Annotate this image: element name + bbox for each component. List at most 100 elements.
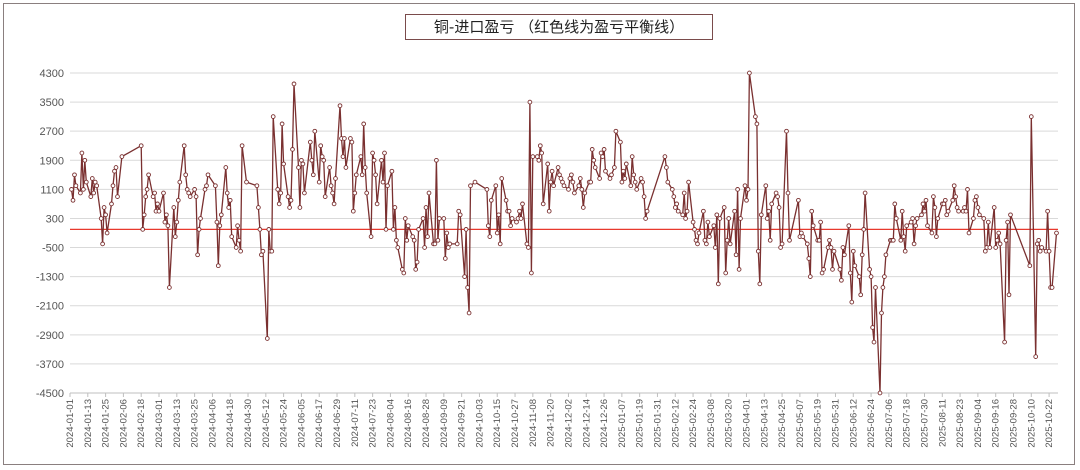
data-point <box>437 216 442 221</box>
data-point <box>101 205 107 210</box>
data-point <box>81 187 86 192</box>
data-point <box>78 190 83 196</box>
data-point <box>401 270 407 276</box>
data-point <box>506 208 512 214</box>
data-point <box>1039 245 1045 250</box>
x-tick-label: 2024-01-01 <box>65 399 76 448</box>
data-point <box>463 227 469 232</box>
data-point <box>683 216 688 221</box>
data-point <box>555 165 561 170</box>
data-point <box>871 339 877 345</box>
data-point <box>981 216 987 221</box>
data-point <box>89 176 95 181</box>
data-point <box>671 194 677 199</box>
y-tick-label: 300 <box>46 213 64 225</box>
data-point <box>103 212 108 218</box>
data-point <box>717 216 723 221</box>
data-point <box>312 128 318 134</box>
data-point <box>493 183 499 189</box>
x-tick-label: 2024-12-26 <box>599 399 610 448</box>
data-point <box>580 205 586 210</box>
data-point <box>1046 248 1052 254</box>
data-point <box>309 157 315 163</box>
data-point <box>487 234 493 239</box>
data-point <box>882 274 887 279</box>
data-point <box>302 190 307 196</box>
data-point <box>724 237 730 243</box>
data-point <box>942 197 948 203</box>
x-tick-label: 2024-10-15 <box>492 399 503 448</box>
data-point <box>753 114 758 119</box>
data-point <box>831 248 837 254</box>
data-point <box>410 234 416 239</box>
data-point <box>364 190 370 196</box>
data-point <box>468 183 473 189</box>
data-point <box>913 223 918 229</box>
data-point <box>561 183 567 189</box>
data-point <box>100 241 105 247</box>
x-tick-label: 2025-07-18 <box>902 399 913 448</box>
data-point <box>849 299 855 305</box>
data-point <box>779 241 785 247</box>
data-point <box>392 205 398 210</box>
data-point <box>776 205 782 210</box>
data-point <box>278 190 284 196</box>
data-point <box>316 179 322 185</box>
data-point <box>104 230 110 236</box>
x-tick-label: 2025-10-22 <box>1044 399 1055 448</box>
data-point <box>537 143 543 149</box>
data-point <box>570 179 576 185</box>
data-point <box>567 176 573 181</box>
data-point <box>684 208 690 214</box>
data-point <box>435 237 441 243</box>
data-point <box>597 176 602 181</box>
data-point <box>330 190 335 196</box>
data-point <box>852 263 858 269</box>
data-point <box>735 187 740 192</box>
data-point <box>747 70 752 76</box>
data-point <box>837 267 843 272</box>
data-point <box>383 227 389 232</box>
data-point <box>254 183 260 189</box>
data-point <box>98 216 104 221</box>
data-point <box>867 267 872 272</box>
data-point <box>733 252 739 258</box>
data-point <box>588 179 594 185</box>
x-tick-label: 2024-08-28 <box>421 399 432 448</box>
data-point <box>784 128 789 134</box>
data-point <box>297 205 303 210</box>
data-point <box>291 81 297 87</box>
data-point <box>669 187 675 192</box>
data-point <box>462 274 467 279</box>
data-point <box>79 150 85 156</box>
data-point <box>202 187 208 192</box>
x-tick-label: 2024-04-30 <box>243 399 254 448</box>
data-point <box>465 285 470 290</box>
data-point <box>187 194 193 199</box>
data-point <box>954 205 960 210</box>
data-point <box>982 248 988 254</box>
x-tick-label: 2025-06-24 <box>866 399 877 448</box>
x-tick-label: 2025-01-07 <box>617 399 628 448</box>
data-point <box>257 227 263 232</box>
x-tick-label: 2025-10-10 <box>1026 399 1037 448</box>
data-point <box>686 179 691 185</box>
data-point <box>442 256 448 261</box>
data-point <box>441 216 447 221</box>
y-tick-label: 1900 <box>40 155 64 167</box>
data-point <box>997 241 1003 247</box>
data-point <box>974 194 979 199</box>
data-point <box>807 274 813 279</box>
data-point <box>192 187 197 192</box>
x-tick-label: 2025-08-23 <box>955 399 966 448</box>
x-tick-label: 2025-07-30 <box>919 399 930 448</box>
data-point <box>359 172 365 178</box>
data-point <box>785 190 791 196</box>
data-point <box>816 237 822 243</box>
data-point <box>539 150 545 156</box>
data-point <box>239 143 245 149</box>
data-point <box>508 223 513 229</box>
data-point <box>281 161 286 167</box>
data-point <box>368 234 374 239</box>
data-point <box>620 168 626 174</box>
